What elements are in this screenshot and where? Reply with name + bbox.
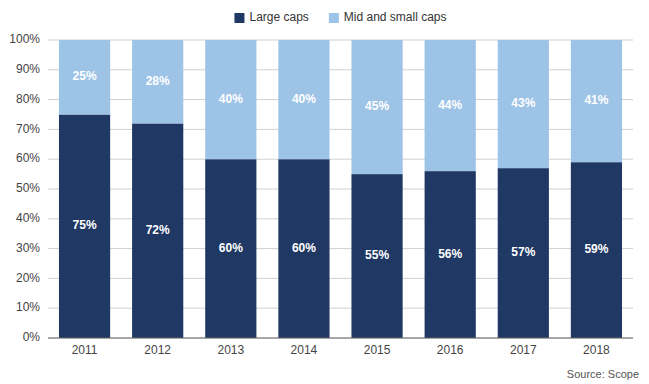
data-label: 28%	[146, 74, 170, 88]
x-tick-label: 2018	[583, 343, 610, 357]
x-tick-label: 2016	[437, 343, 464, 357]
bar	[278, 40, 329, 159]
data-label: 43%	[511, 96, 535, 110]
x-tick-label: 2015	[364, 343, 391, 357]
y-tick-label: 90%	[16, 62, 40, 76]
bar	[205, 40, 256, 159]
data-label: 25%	[73, 69, 97, 83]
data-label: 60%	[219, 241, 243, 255]
bar	[278, 159, 329, 338]
grid	[48, 40, 633, 338]
data-label: 56%	[438, 247, 462, 261]
y-tick-label: 10%	[16, 300, 40, 314]
data-label: 60%	[292, 241, 316, 255]
bar	[498, 168, 549, 338]
bar	[132, 40, 183, 123]
bar	[351, 174, 402, 338]
bar	[59, 40, 110, 115]
y-tick-label: 50%	[16, 181, 40, 195]
bar	[59, 115, 110, 339]
x-tick-label: 2013	[217, 343, 244, 357]
data-labels: 75% 72% 60% 60% 55% 56% 57% 59% 25% 28% 40% 40% 45% 4…	[73, 69, 609, 262]
bar	[498, 40, 549, 168]
data-label: 59%	[584, 242, 608, 256]
bar	[205, 159, 256, 338]
bar	[132, 123, 183, 338]
data-label: 45%	[365, 99, 389, 113]
y-tick-label: 80%	[16, 92, 40, 106]
y-tick-label: 0%	[23, 330, 41, 344]
bar	[425, 40, 476, 171]
bars	[59, 40, 622, 338]
bar	[425, 171, 476, 338]
y-tick-label: 60%	[16, 151, 40, 165]
bar	[571, 40, 622, 162]
y-tick-label: 100%	[9, 32, 40, 46]
data-label: 72%	[146, 223, 170, 237]
data-label: 57%	[511, 245, 535, 259]
x-tick-label: 2017	[510, 343, 537, 357]
legend-item: Large caps	[234, 10, 308, 24]
data-label: 40%	[219, 92, 243, 106]
legend-swatch	[234, 13, 244, 23]
y-tick-label: 40%	[16, 211, 40, 225]
legend-item: Mid and small caps	[329, 10, 447, 24]
y-tick-label: 70%	[16, 122, 40, 136]
bar	[351, 40, 402, 174]
y-tick-label: 20%	[16, 271, 40, 285]
annotation: Source: Scope	[567, 368, 639, 380]
x-tick-label: 2011	[72, 343, 98, 357]
grid-line	[48, 338, 633, 339]
data-label: 44%	[438, 98, 462, 112]
legend: Large caps Mid and small caps	[234, 10, 446, 24]
legend-label: Large caps	[249, 10, 308, 24]
chart: 0% 10% 20% 30% 40% 50% 60% 70% 80% 90% 100% 75% 72% 6…	[0, 0, 649, 384]
x-tick-label: 2012	[144, 343, 171, 357]
x-axis-line	[48, 338, 633, 339]
data-label: 55%	[365, 248, 389, 262]
legend-label: Mid and small caps	[344, 10, 447, 24]
data-label: 40%	[292, 92, 316, 106]
data-label: 75%	[73, 218, 97, 232]
bar	[571, 162, 622, 338]
legend-swatch	[329, 13, 339, 23]
x-tick-label: 2014	[291, 343, 318, 357]
y-tick-label: 30%	[16, 241, 40, 255]
data-label: 41%	[584, 93, 608, 107]
